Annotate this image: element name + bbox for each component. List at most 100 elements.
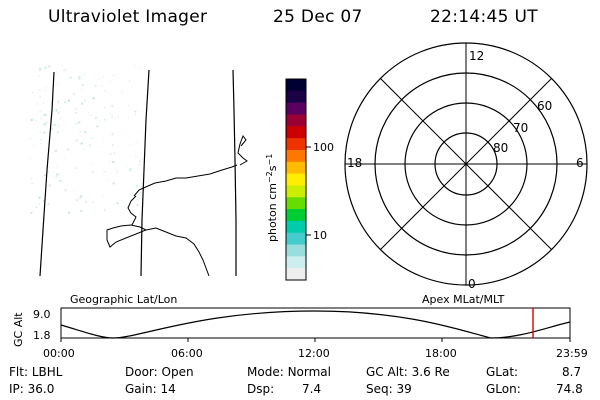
speckle	[88, 112, 89, 114]
speckle	[64, 101, 66, 104]
speckle	[50, 127, 53, 130]
ip-value: 36.0	[27, 382, 55, 396]
speckle	[78, 121, 81, 124]
speckle	[121, 90, 123, 92]
speckle	[42, 114, 44, 116]
speckle	[96, 125, 99, 128]
colorbar-band	[286, 79, 306, 92]
speckle	[84, 72, 86, 74]
speckle	[105, 171, 106, 173]
timeline-left-label: Geographic Lat/Lon	[70, 293, 177, 306]
seq-value: 39	[396, 382, 412, 396]
speckle	[80, 210, 83, 213]
polar-label-6: 6	[576, 156, 584, 170]
dsp-label: Dsp:	[247, 382, 275, 396]
ip-field: IP: 36.0	[9, 382, 54, 397]
speckle	[84, 201, 87, 203]
speckle	[73, 191, 75, 193]
speckle	[138, 131, 140, 133]
speckle	[103, 170, 105, 172]
glon-value: 74.8	[556, 382, 583, 396]
colorbar-tick-100: 100	[313, 141, 334, 154]
speckle	[81, 83, 84, 86]
speckle	[54, 123, 56, 125]
gc-alt-label: GC Alt:	[366, 365, 408, 379]
speckle	[68, 99, 70, 102]
speckle	[109, 113, 111, 114]
speckle	[54, 149, 57, 152]
colorbar-band	[286, 126, 306, 139]
speckle	[57, 83, 58, 85]
ip-label: IP:	[9, 382, 24, 396]
speckle	[75, 199, 78, 202]
unit-exponent-1: −2	[265, 171, 274, 183]
speckle	[75, 107, 78, 110]
speckle	[45, 121, 48, 124]
speckle	[134, 110, 137, 113]
speckle	[135, 156, 137, 158]
colorbar-band	[286, 232, 306, 246]
speckle	[139, 67, 141, 69]
speckle	[53, 124, 56, 126]
polar-label-70: 70	[513, 121, 528, 135]
speckle	[129, 80, 130, 82]
speckle	[91, 162, 92, 164]
altitude-timeline: Geographic Lat/Lon Apex MLat/MLT GC Alt …	[12, 293, 588, 360]
speckle	[116, 202, 119, 205]
unit-mid: s	[266, 165, 279, 171]
speckle	[43, 131, 46, 134]
seq-label: Seq:	[366, 382, 393, 396]
colorbar-band	[286, 268, 306, 281]
speckle	[39, 75, 41, 77]
speckle	[44, 174, 46, 177]
speckle	[111, 144, 114, 147]
speckle	[75, 139, 78, 142]
speckle	[58, 157, 60, 159]
speckle	[39, 142, 41, 144]
speckle	[64, 189, 67, 192]
instrument-title: Ultraviolet Imager	[48, 7, 208, 27]
speckle	[127, 135, 129, 137]
speckle	[129, 154, 131, 156]
speckle	[112, 182, 115, 185]
speckle	[57, 101, 60, 104]
speckle	[92, 97, 95, 100]
timeline-right-label: Apex MLat/MLT	[422, 293, 505, 306]
speckle	[40, 139, 42, 141]
speckle	[72, 92, 75, 95]
speckle	[117, 116, 119, 118]
coastline	[237, 134, 248, 166]
speckle	[39, 89, 41, 91]
date-label: 25 Dec 07	[273, 7, 363, 27]
speckle	[56, 173, 59, 176]
speckle	[45, 89, 46, 91]
speckle	[92, 202, 94, 203]
coastline	[145, 227, 210, 277]
speckle	[31, 182, 33, 184]
altitude-curve	[60, 310, 571, 339]
speckle	[35, 120, 37, 122]
coastline	[133, 164, 238, 197]
speckle	[103, 209, 106, 212]
speckle	[134, 154, 136, 156]
speckle	[55, 109, 58, 112]
speckle	[35, 205, 38, 208]
gc-alt-field: GC Alt: 3.6 Re	[366, 365, 450, 380]
speckle	[79, 130, 81, 132]
time-label: 22:14:45 UT	[430, 7, 538, 27]
speckle	[108, 160, 110, 162]
colorbar-band	[286, 185, 306, 198]
colorbar-frame	[285, 78, 307, 281]
seq-field: Seq: 39	[366, 382, 412, 397]
speckle	[48, 184, 51, 187]
speckle	[57, 111, 60, 114]
timeline-frame	[60, 307, 571, 339]
speckle	[111, 133, 114, 136]
speckle	[111, 115, 114, 118]
speckle	[115, 169, 117, 170]
speckle	[101, 85, 103, 87]
speckle	[84, 99, 87, 102]
speckle	[78, 197, 81, 200]
speckle	[110, 80, 112, 82]
